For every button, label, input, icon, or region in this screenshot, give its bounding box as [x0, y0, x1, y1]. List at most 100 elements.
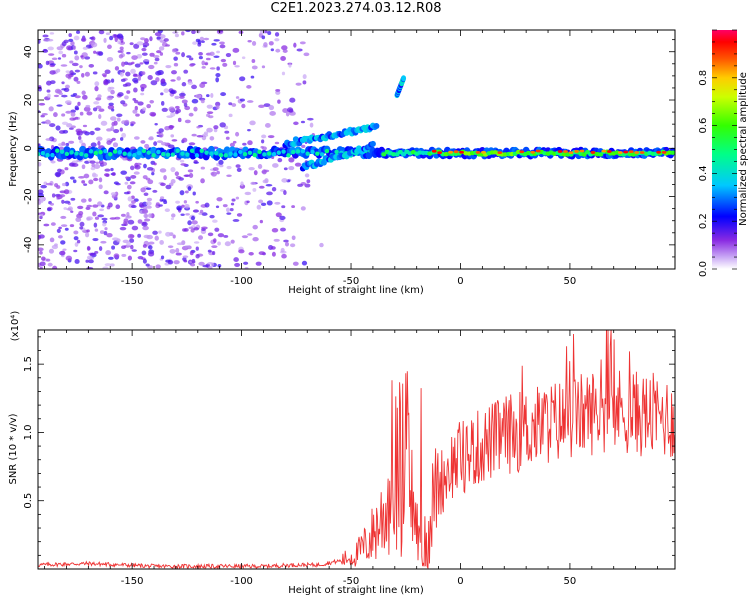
noise-blob	[147, 213, 153, 218]
noise-blob	[247, 140, 253, 146]
noise-blob	[107, 44, 112, 50]
noise-blob	[224, 130, 230, 134]
noise-blob	[249, 120, 256, 126]
noise-blob	[77, 101, 81, 106]
signal-blob	[79, 151, 84, 157]
noise-blob	[142, 221, 147, 226]
noise-blob	[148, 241, 155, 245]
noise-blob	[155, 202, 160, 206]
noise-blob	[203, 37, 210, 41]
noise-blob	[62, 248, 67, 251]
noise-blob	[111, 172, 116, 177]
noise-blob	[238, 249, 245, 254]
noise-blob	[68, 38, 74, 43]
noise-blob	[97, 94, 102, 99]
noise-blob	[224, 241, 231, 247]
noise-blob	[73, 50, 78, 55]
noise-blob	[46, 89, 51, 93]
noise-blob	[184, 190, 189, 194]
noise-blob	[288, 157, 295, 163]
noise-blob	[143, 192, 149, 196]
noise-blob	[66, 45, 73, 51]
noise-blob	[260, 202, 267, 207]
noise-blob	[236, 213, 243, 217]
signal-blob	[617, 151, 623, 154]
noise-blob	[60, 215, 67, 219]
noise-blob	[139, 62, 144, 65]
noise-blob	[63, 39, 69, 44]
noise-blob	[234, 262, 241, 267]
noise-blob	[130, 204, 137, 209]
noise-blob	[201, 66, 206, 69]
noise-blob	[70, 41, 75, 46]
noise-blob	[171, 48, 177, 53]
noise-blob	[199, 82, 206, 88]
signal-blob	[38, 151, 41, 157]
noise-blob	[234, 65, 240, 68]
noise-blob	[155, 264, 161, 269]
noise-blob	[121, 253, 127, 257]
signal-blob	[59, 149, 65, 154]
noise-blob	[191, 220, 198, 225]
noise-blob	[281, 45, 288, 51]
noise-blob	[292, 261, 299, 266]
noise-blob	[55, 68, 61, 73]
noise-blob	[158, 230, 162, 234]
noise-blob	[133, 136, 140, 140]
noise-blob	[301, 260, 308, 266]
noise-blob	[218, 159, 224, 165]
noise-blob	[115, 182, 121, 186]
signal-blob	[127, 152, 132, 157]
signal-blob	[45, 152, 50, 158]
noise-blob	[259, 30, 265, 35]
noise-blob	[119, 46, 124, 51]
noise-blob	[92, 71, 98, 75]
noise-blob	[204, 202, 210, 208]
noise-blob	[226, 165, 232, 170]
noise-blob	[118, 54, 124, 59]
noise-blob	[120, 213, 126, 217]
noise-blob	[119, 71, 124, 77]
noise-blob	[215, 104, 220, 110]
signal-blob	[276, 150, 281, 155]
noise-blob	[258, 251, 266, 256]
noise-blob	[71, 62, 79, 67]
noise-blob	[185, 213, 190, 216]
noise-blob	[192, 209, 199, 213]
noise-blob	[188, 226, 194, 230]
signal-blob	[295, 149, 301, 154]
noise-blob	[146, 166, 154, 171]
noise-blob	[60, 64, 68, 67]
noise-blob	[299, 41, 306, 45]
noise-blob	[81, 90, 86, 96]
noise-blob	[171, 70, 177, 75]
noise-blob	[288, 166, 295, 171]
x-tick-label: 0	[457, 276, 463, 287]
noise-blob	[141, 209, 149, 214]
noise-blob	[108, 86, 115, 90]
noise-blob	[127, 219, 135, 225]
noise-blob	[213, 55, 220, 58]
signal-blob	[228, 151, 233, 156]
noise-blob	[167, 245, 174, 249]
noise-blob	[183, 102, 188, 107]
noise-blob	[258, 104, 265, 109]
noise-blob	[181, 82, 187, 87]
noise-blob	[252, 224, 258, 230]
noise-blob	[293, 42, 297, 48]
noise-blob	[173, 62, 179, 67]
noise-blob	[126, 241, 131, 247]
signal-blob	[437, 151, 443, 155]
noise-blob	[65, 255, 73, 261]
noise-blob	[248, 166, 255, 171]
noise-blob	[48, 53, 55, 56]
signal-blob	[108, 152, 113, 157]
noise-blob	[257, 163, 263, 170]
noise-blob	[200, 166, 205, 170]
noise-blob	[266, 191, 273, 196]
noise-blob	[98, 159, 104, 165]
noise-blob	[285, 111, 290, 117]
noise-blob	[283, 239, 289, 243]
noise-blob	[140, 37, 146, 41]
noise-blob	[256, 204, 262, 210]
